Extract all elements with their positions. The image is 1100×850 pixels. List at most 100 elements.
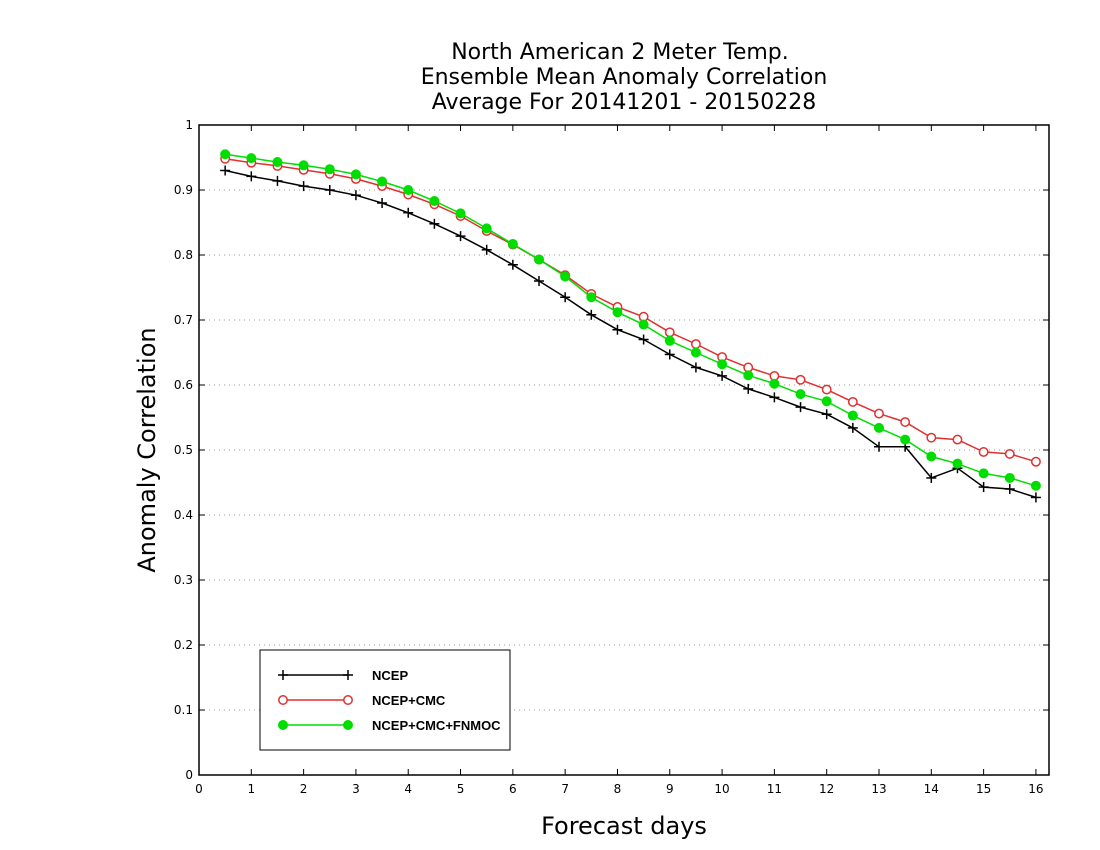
y-tick-label: 0.1 <box>174 703 193 717</box>
data-point <box>638 319 649 330</box>
data-point <box>743 370 754 381</box>
data-point <box>874 422 884 433</box>
data-point <box>1004 472 1015 483</box>
data-point <box>926 472 937 483</box>
data-point <box>900 417 911 427</box>
series-layer <box>220 149 1041 503</box>
data-point <box>664 335 675 346</box>
ticks: 00.10.20.30.40.50.60.70.80.910 1 2 3 4 5 6 7 8 9 1… <box>174 118 1049 796</box>
data-point <box>377 176 388 187</box>
data-point <box>220 165 231 176</box>
chart-title-line-1: North American 2 Meter Temp. <box>451 40 789 65</box>
data-point <box>586 292 597 303</box>
data-point <box>507 259 518 270</box>
data-point <box>952 458 963 469</box>
data-point <box>795 374 806 385</box>
data-point <box>978 482 989 493</box>
y-tick-label: 0.7 <box>174 313 193 327</box>
data-point <box>455 208 466 219</box>
data-point <box>455 231 466 242</box>
data-point <box>612 307 623 318</box>
data-point <box>507 238 518 249</box>
data-point <box>952 434 963 445</box>
x-tick-label: 15 <box>976 782 991 796</box>
data-point <box>795 389 806 400</box>
x-tick-label: 13 <box>871 782 886 796</box>
x-tick-label: 8 <box>614 782 622 796</box>
series-line <box>225 158 1037 463</box>
data-point <box>690 339 701 349</box>
data-point <box>534 254 544 265</box>
x-tick-label: 16 <box>1028 782 1043 796</box>
data-point <box>769 392 780 403</box>
series-line <box>225 169 1037 499</box>
data-point <box>664 349 675 360</box>
y-tick-label: 0.8 <box>174 248 193 262</box>
data-point <box>900 434 911 445</box>
chart-title-line-2: Ensemble Mean Anomaly Correlation <box>421 65 828 90</box>
data-point <box>847 422 858 433</box>
data-point <box>1004 448 1015 459</box>
legend-marker <box>278 695 288 705</box>
data-point <box>586 309 597 320</box>
x-tick-label: 14 <box>924 782 939 796</box>
data-point <box>874 408 884 419</box>
legend-marker <box>343 720 353 730</box>
data-point <box>403 207 414 218</box>
data-point <box>821 396 832 407</box>
data-point <box>298 160 309 171</box>
data-point <box>690 347 701 358</box>
data-point <box>978 468 989 479</box>
data-point <box>272 175 283 186</box>
data-point <box>220 149 231 160</box>
data-point <box>743 383 754 394</box>
y-tick-label: 0.6 <box>174 378 193 392</box>
data-point <box>350 190 361 201</box>
data-point <box>821 384 832 395</box>
data-point <box>926 432 937 443</box>
legend-marker <box>278 720 288 730</box>
data-point <box>377 198 388 208</box>
data-point <box>978 447 989 457</box>
y-tick-label: 0.2 <box>174 638 193 652</box>
data-point <box>847 396 858 407</box>
data-point <box>690 362 701 373</box>
data-point <box>1030 456 1041 467</box>
y-tick-label: 1 <box>185 118 193 132</box>
x-tick-label: 12 <box>819 782 834 796</box>
data-point <box>534 276 544 286</box>
chart-title-line-3: Average For 20141201 - 20150228 <box>432 90 817 115</box>
grid <box>199 189 1049 711</box>
data-point <box>429 196 440 207</box>
legend-label: NCEP+CMC+FNMOC <box>372 718 501 733</box>
x-tick-label: 6 <box>509 782 517 796</box>
data-point <box>272 157 283 168</box>
legend-marker <box>343 670 353 680</box>
y-tick-label: 0.9 <box>174 183 193 197</box>
y-tick-label: 0.3 <box>174 573 193 587</box>
x-tick-label: 9 <box>666 782 674 796</box>
data-point <box>664 327 675 338</box>
data-point <box>821 409 832 420</box>
legend-marker <box>278 670 288 680</box>
data-point <box>481 223 492 234</box>
data-point <box>429 218 440 229</box>
x-tick-label: 10 <box>714 782 729 796</box>
x-tick-label: 11 <box>767 782 782 796</box>
data-point <box>874 441 884 452</box>
x-tick-label: 0 <box>195 782 203 796</box>
data-point <box>1030 480 1041 491</box>
y-tick-label: 0.5 <box>174 443 193 457</box>
legend-label: NCEP <box>372 668 408 683</box>
legend-marker <box>343 695 353 705</box>
data-point <box>847 410 858 421</box>
data-point <box>246 153 257 164</box>
legend-label: NCEP+CMC <box>372 693 446 708</box>
data-point <box>638 334 649 345</box>
data-point <box>324 185 335 195</box>
data-point <box>324 164 335 175</box>
data-point <box>560 271 571 282</box>
data-point <box>795 402 806 413</box>
x-tick-label: 4 <box>404 782 412 796</box>
